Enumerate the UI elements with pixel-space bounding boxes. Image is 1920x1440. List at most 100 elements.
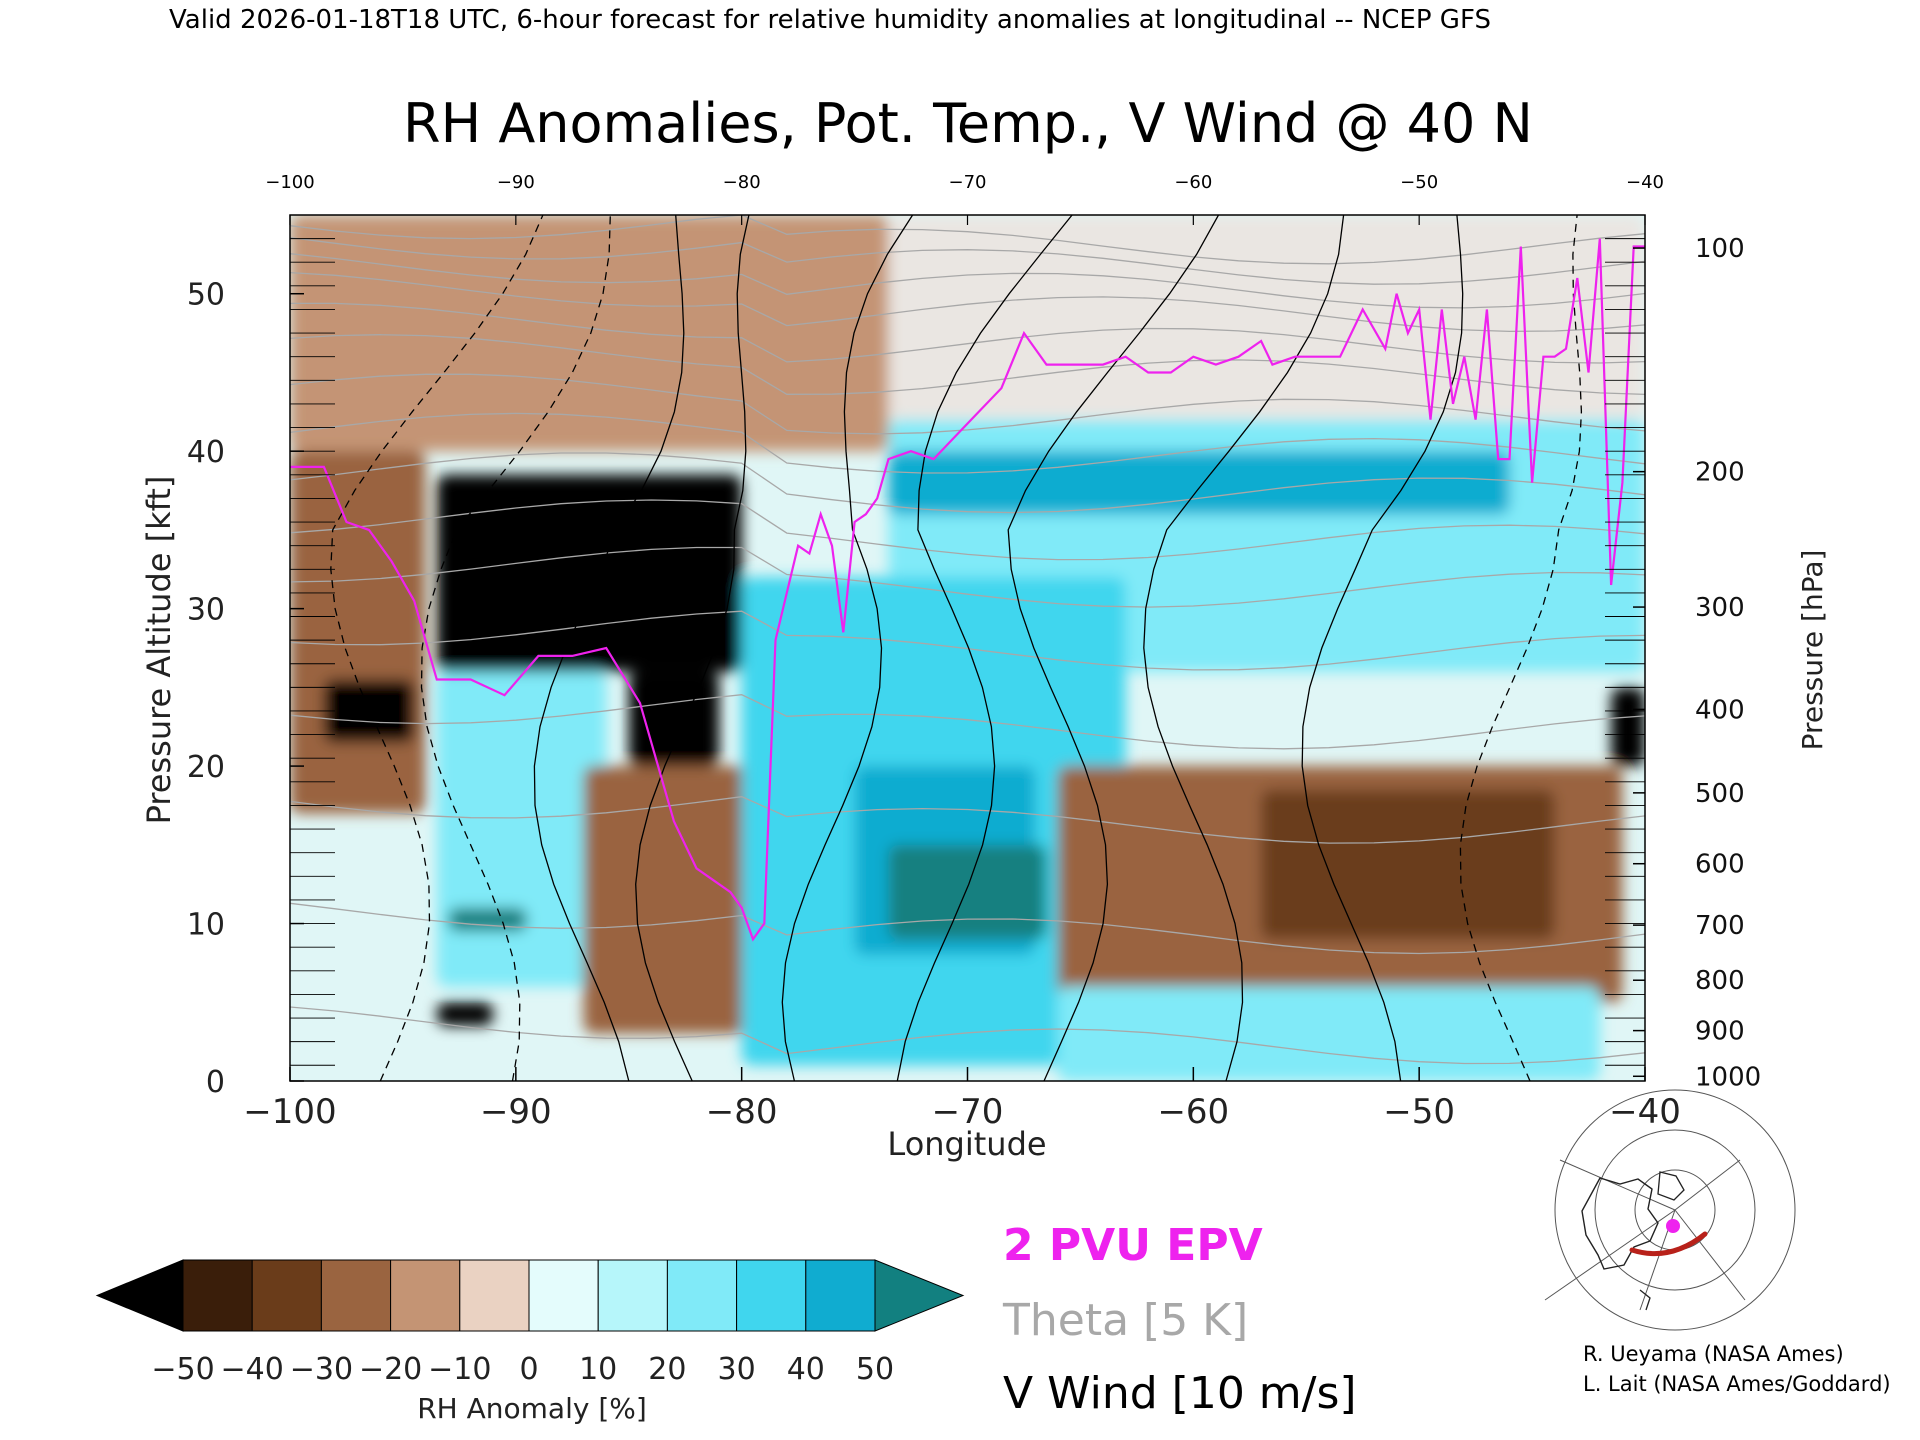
x-tick-label: −60	[1157, 1092, 1229, 1132]
top-tick-label: −80	[723, 172, 761, 193]
rh-region-brown-mid	[583, 766, 765, 1034]
theta-contour	[290, 373, 1645, 435]
v-wind-contour	[330, 215, 544, 1081]
theta-contour	[290, 215, 1645, 265]
top-tick-label: −60	[1174, 172, 1212, 193]
colorbar-tick-label: 30	[718, 1352, 756, 1387]
rh-region-dry-blob-east	[1611, 687, 1645, 767]
v-wind-contour	[781, 215, 914, 1081]
theta-contour	[290, 546, 1645, 608]
theta-contours	[290, 215, 1645, 1065]
colorbar-tick-label: −50	[151, 1352, 214, 1387]
credit-line-2: L. Lait (NASA Ames/Goddard)	[1583, 1372, 1891, 1396]
v-wind-contour	[1301, 215, 1464, 1081]
top-tick-label: −50	[1400, 172, 1438, 193]
v-wind-contour	[635, 215, 750, 1081]
epv-2pvu-line	[290, 238, 1645, 942]
colorbar: −50 −40 −30 −20 −10 0 10 20 30 40 50	[95, 1259, 965, 1387]
v-wind-contour	[1459, 215, 1583, 1081]
theta-contour	[290, 271, 1645, 333]
x-axis-label: Longitude	[887, 1125, 1046, 1163]
x-tick-label: −70	[932, 1092, 1004, 1132]
y-tick-label: 0	[206, 1065, 225, 1100]
locator-map	[1544, 1089, 1796, 1331]
colorbar-extend-low	[95, 1259, 184, 1332]
colorbar-segment	[736, 1259, 807, 1332]
rh-region-cyan-lower-west	[436, 671, 607, 987]
colorbar-segment	[182, 1259, 253, 1332]
pressure-tick-label: 200	[1695, 458, 1745, 488]
y-tick-label: 40	[187, 435, 225, 470]
y-axis-ticks: 0 10 20 30 40 50	[187, 278, 304, 1100]
rh-region-deep-brown-east	[1261, 789, 1555, 940]
theta-contour	[290, 302, 1645, 364]
colorbar-extend-high	[874, 1259, 965, 1332]
pressure-tick-label: 100	[1695, 234, 1745, 264]
theta-contour	[290, 236, 1645, 285]
pressure-tick-label: 300	[1695, 593, 1745, 623]
top-axis-ticks: −100 −90 −80 −70 −60 −50 −40	[265, 172, 1664, 225]
theta-contour	[290, 334, 1645, 396]
rh-region-teal-patch-west	[448, 907, 528, 932]
rh-region-teal-patch-middle	[888, 844, 1047, 940]
rh-region-cyan-east-low	[1057, 986, 1600, 1081]
colorbar-tick-label: −10	[428, 1352, 491, 1387]
header-text: Valid 2026-01-18T18 UTC, 6-hour forecast…	[169, 5, 1491, 35]
v-wind-contour	[533, 215, 685, 1081]
y-axis-label: Pressure Altitude [kft]	[140, 476, 178, 825]
pressure-tick-label: 700	[1695, 911, 1745, 941]
pressure-tick-label: 600	[1695, 850, 1745, 880]
y-tick-label: 30	[187, 593, 225, 628]
v-wind-contour	[896, 215, 1073, 1081]
colorbar-segment	[320, 1259, 392, 1332]
theta-contour	[290, 452, 1645, 514]
top-tick-label: −40	[1626, 172, 1664, 193]
y-tick-label: 10	[187, 908, 225, 943]
colorbar-tick-label: 20	[648, 1352, 686, 1387]
colorbar-segment	[251, 1259, 322, 1332]
chart-title: RH Anomalies, Pot. Temp., V Wind @ 40 N	[403, 92, 1533, 155]
pressure-tick-label: 1000	[1695, 1062, 1761, 1092]
x-axis-ticks: −100 −90 −80 −70 −60 −50 −40	[243, 1067, 1681, 1132]
colorbar-tick-label: 0	[519, 1352, 538, 1387]
colorbar-tick-label: 10	[579, 1352, 617, 1387]
top-tick-label: −70	[949, 172, 987, 193]
colorbar-tick-label: 50	[856, 1352, 894, 1387]
credit-line-1: R. Ueyama (NASA Ames)	[1583, 1342, 1844, 1366]
theta-contour	[290, 499, 1645, 561]
legend-vwind: V Wind [10 m/s]	[1003, 1368, 1357, 1419]
v-wind-contour	[420, 215, 611, 1081]
pressure-gridlines	[290, 238, 1645, 1066]
y-tick-label: 20	[187, 750, 225, 785]
v-wind-contour	[1143, 215, 1345, 1081]
pressure-axis-ticks: 100 200 300 400 500 600 700 800 900 1000	[1633, 234, 1761, 1092]
colorbar-segment	[805, 1259, 876, 1332]
colorbar-segment	[597, 1259, 668, 1332]
colorbar-segment	[390, 1259, 461, 1332]
theta-contour	[290, 412, 1645, 474]
rh-region-brown-west-column	[290, 451, 426, 814]
pressure-tick-label: 400	[1695, 695, 1745, 725]
plot-area	[290, 215, 1645, 1081]
pressure-tick-label: 900	[1695, 1017, 1745, 1047]
pressure-tick-label: 500	[1695, 779, 1745, 809]
legend-epv: 2 PVU EPV	[1003, 1220, 1263, 1271]
pressure-tick-label: 800	[1695, 966, 1745, 996]
x-tick-label: −40	[1609, 1092, 1681, 1132]
x-tick-label: −100	[243, 1092, 336, 1132]
theta-contour	[290, 610, 1645, 671]
colorbar-tick-label: −20	[359, 1352, 422, 1387]
legend-theta: Theta [5 K]	[1002, 1295, 1248, 1346]
colorbar-segment	[528, 1259, 599, 1332]
colorbar-label: RH Anomaly [%]	[417, 1392, 647, 1425]
rh-region-dry-blob-surface	[436, 1002, 494, 1026]
colorbar-tick-label: −40	[221, 1352, 284, 1387]
top-tick-label: −90	[497, 172, 535, 193]
theta-contour	[290, 694, 1645, 750]
y-tick-label: 50	[187, 278, 225, 313]
colorbar-segment	[666, 1259, 738, 1332]
top-tick-label: −100	[265, 172, 314, 193]
theta-contour	[290, 902, 1645, 955]
colorbar-tick-label: 40	[787, 1352, 825, 1387]
